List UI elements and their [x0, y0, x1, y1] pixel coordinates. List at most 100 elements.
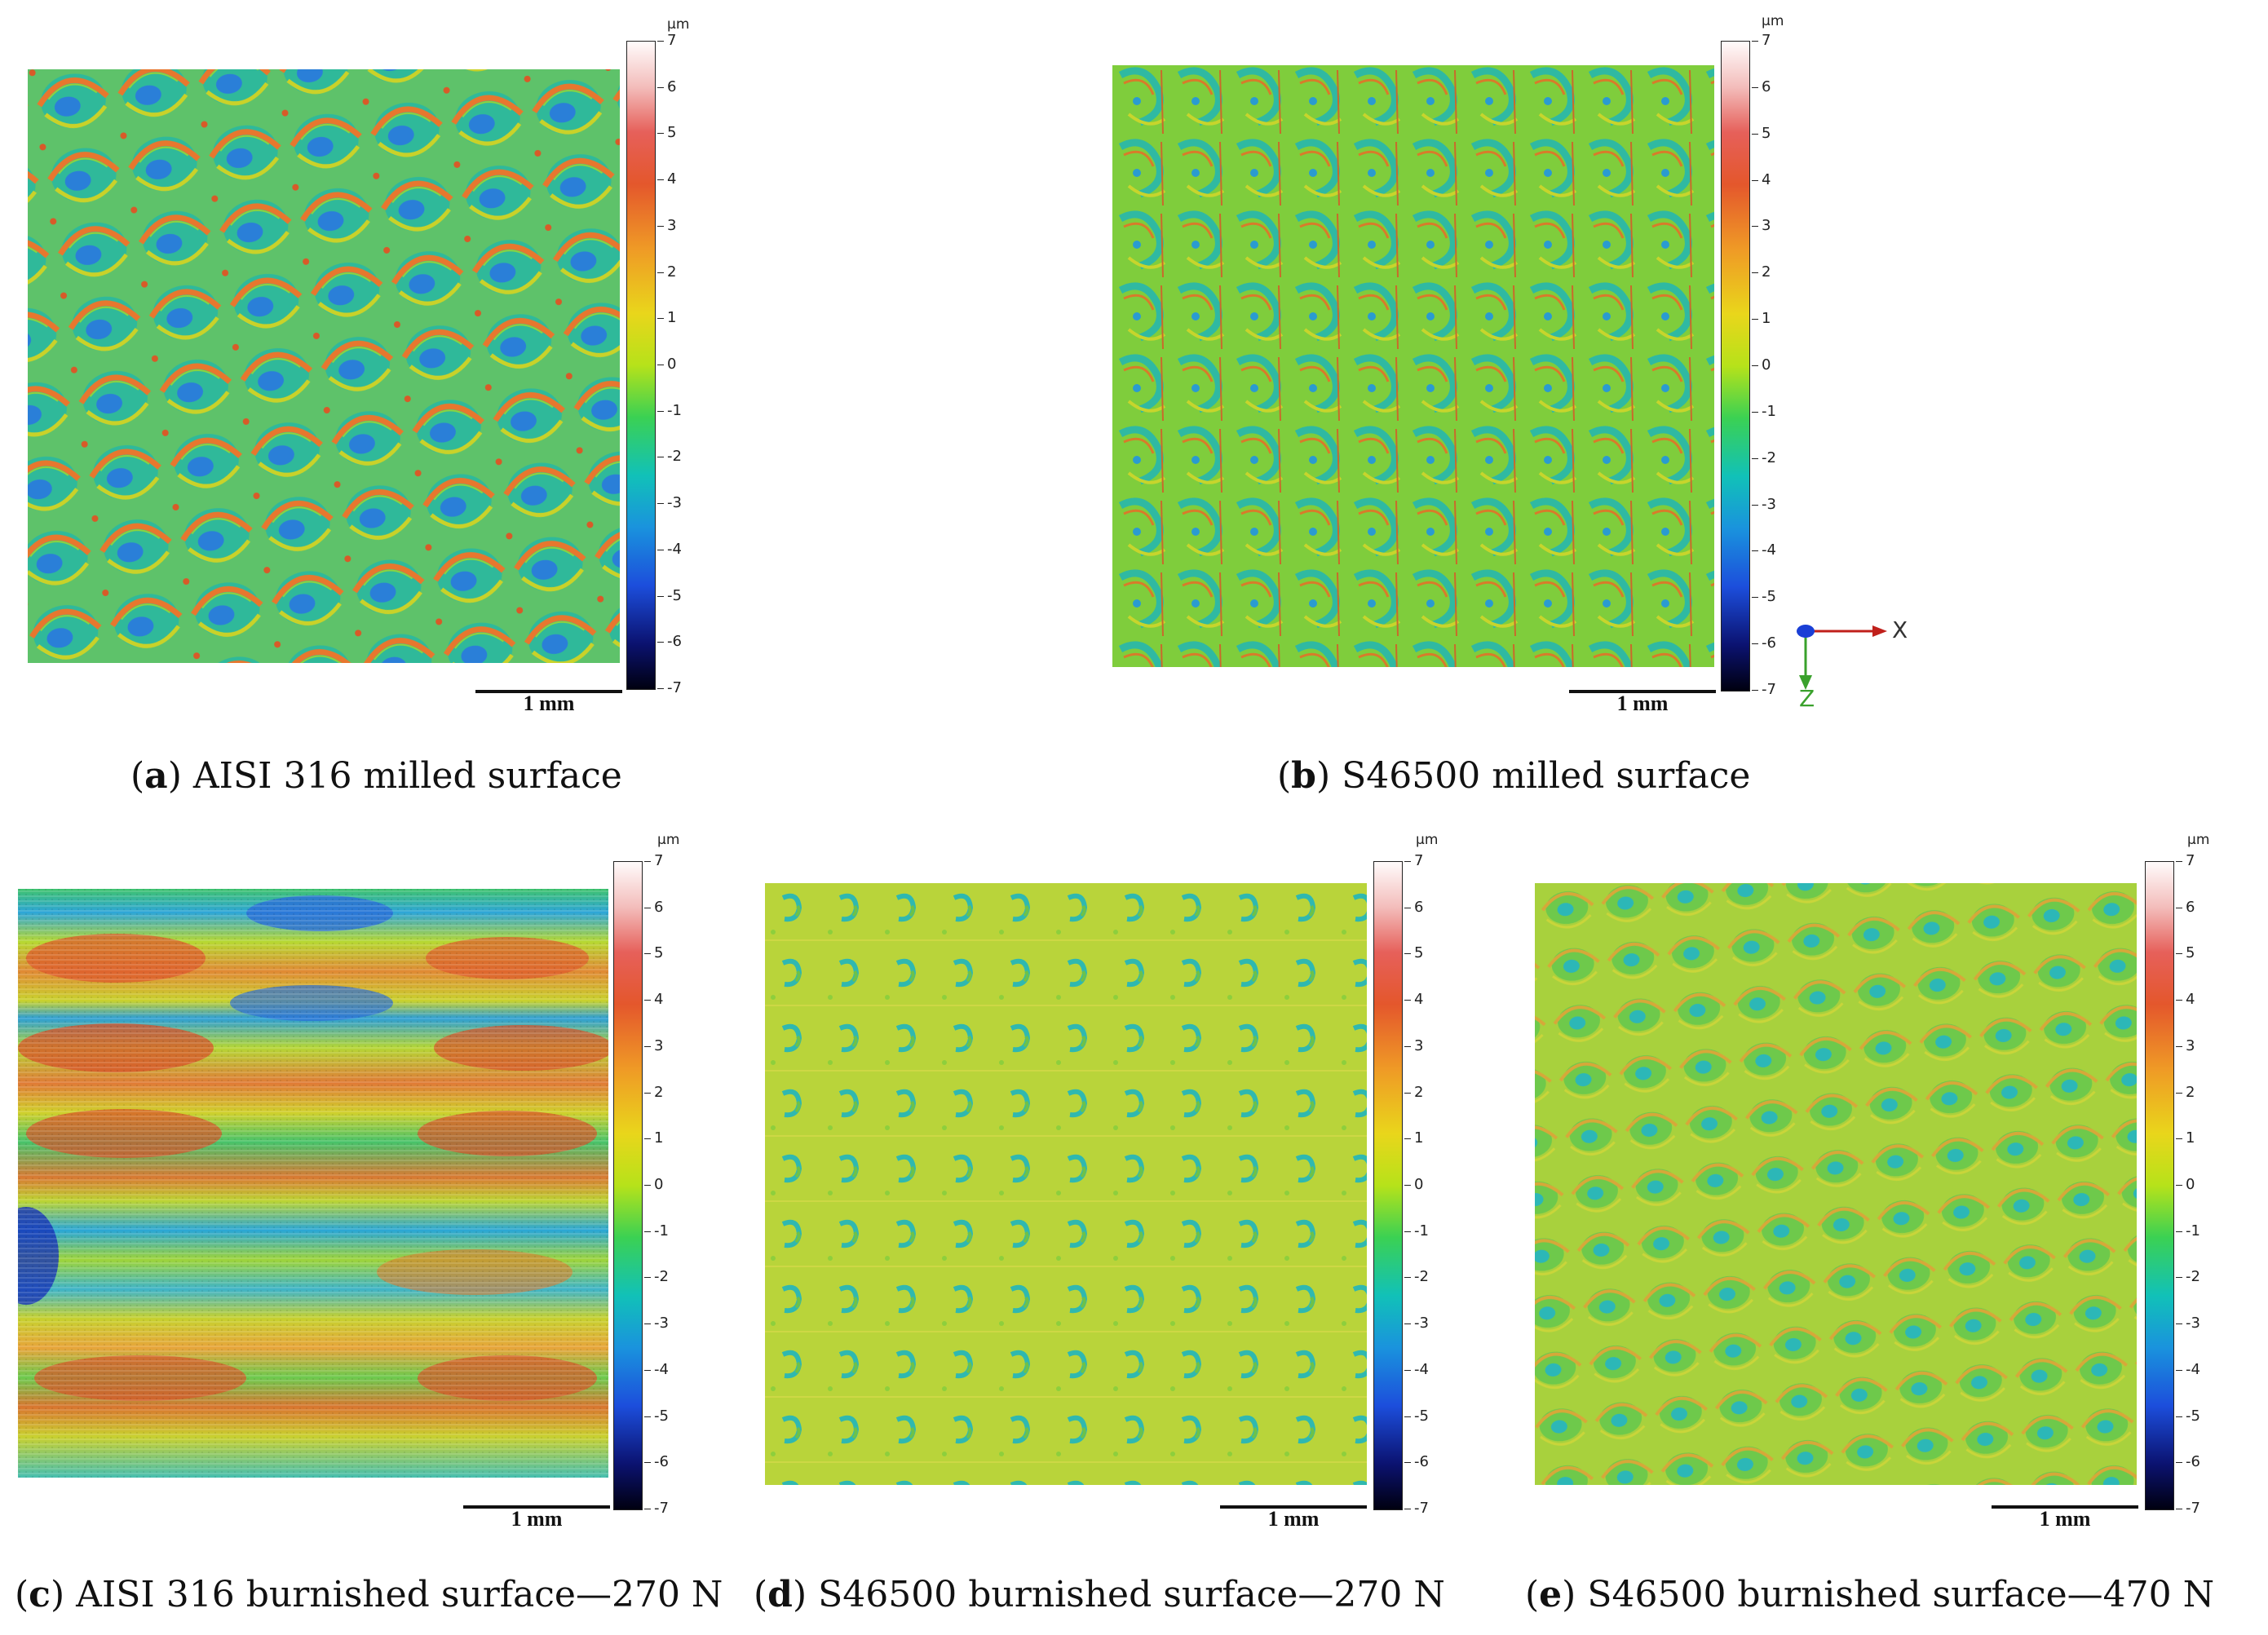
colorbar-tick-label: -5 — [667, 586, 682, 604]
colorbar-tick-mark — [2176, 1045, 2182, 1047]
colorbar-tick-label: 0 — [1414, 1176, 1424, 1193]
colorbar-tick-mark — [1404, 1092, 1411, 1094]
caption-letter: a — [144, 755, 168, 797]
colorbar-tick-mark — [644, 861, 651, 862]
colorbar-tick-label: 5 — [667, 124, 677, 142]
colorbar-tick-label: -4 — [2186, 1360, 2200, 1378]
colorbar-tick-label: 0 — [1762, 356, 1771, 373]
caption-title: AISI 316 milled surface — [192, 755, 622, 797]
colorbar-tick-label: 6 — [1762, 77, 1771, 95]
colorbar-tick-label: 7 — [667, 32, 677, 49]
colorbar-e — [2145, 861, 2174, 1510]
colorbar-tick-mark — [657, 318, 664, 320]
colorbar-tick-label: -3 — [654, 1315, 669, 1332]
colorbar-tick-mark — [2176, 1000, 2182, 1001]
colorbar-tick-mark — [2176, 953, 2182, 955]
scale-label-a: 1 mm — [523, 692, 575, 715]
colorbar-tick-label: 2 — [654, 1083, 664, 1101]
scale-bar-c — [463, 1505, 610, 1509]
caption-letter: c — [29, 1574, 51, 1615]
colorbar-tick-label: -5 — [2186, 1407, 2200, 1425]
colorbar-tick-mark — [1752, 690, 1758, 691]
colorbar-tick-mark — [1752, 550, 1758, 552]
colorbar-tick-mark — [657, 133, 664, 135]
colorbar-tick-mark — [657, 179, 664, 181]
scale-bar-d — [1220, 1505, 1367, 1509]
colorbar-tick-mark — [1752, 179, 1758, 181]
colorbar-tick-mark — [1404, 1231, 1411, 1232]
colorbar-tick-mark — [2176, 1092, 2182, 1094]
colorbar-tick-mark — [1404, 1462, 1411, 1464]
colorbar-tick-label: -3 — [667, 494, 682, 512]
colorbar-tick-label: -6 — [1414, 1453, 1429, 1471]
colorbar-tick-mark — [1752, 226, 1758, 228]
colorbar-tick-label: 1 — [2186, 1129, 2195, 1147]
caption-title: AISI 316 burnished surface—270 N — [76, 1574, 723, 1615]
colorbar-b — [1721, 41, 1750, 692]
colorbar-tick-mark — [657, 86, 664, 88]
colorbar-tick-label: 7 — [1762, 32, 1771, 49]
colorbar-tick-label: 0 — [667, 356, 677, 373]
colorbar-tick-label: 6 — [1414, 898, 1424, 916]
colorbar-tick-label: -1 — [654, 1222, 669, 1240]
height-map-a — [28, 69, 620, 663]
colorbar-tick-mark — [1404, 1045, 1411, 1047]
colorbar-tick-label: 6 — [654, 898, 664, 916]
scale-label-c: 1 mm — [511, 1507, 563, 1531]
scale-bar-b — [1569, 690, 1716, 693]
caption-letter: e — [1539, 1574, 1563, 1615]
caption-title: S46500 burnished surface—470 N — [1587, 1574, 2215, 1615]
colorbar-tick-label: 0 — [654, 1176, 664, 1193]
caption-title: S46500 burnished surface—270 N — [818, 1574, 1445, 1615]
colorbar-a — [626, 41, 656, 690]
colorbar-tick-label: 4 — [1414, 991, 1424, 1009]
colorbar-tick-label: 3 — [654, 1036, 664, 1054]
caption-e: (e) S46500 burnished surface—470 N — [1525, 1574, 2215, 1615]
colorbar-unit: µm — [1416, 832, 1439, 848]
colorbar-tick-label: 7 — [2186, 852, 2195, 869]
colorbar-tick-label: 2 — [1762, 263, 1771, 281]
colorbar-tick-mark — [657, 595, 664, 597]
colorbar-tick-mark — [1404, 1185, 1411, 1186]
colorbar-tick-mark — [644, 1277, 651, 1279]
colorbar-tick-mark — [657, 642, 664, 643]
colorbar-tick-label: 4 — [667, 170, 677, 188]
colorbar-tick-mark — [1404, 1277, 1411, 1279]
colorbar-tick-label: -6 — [654, 1453, 669, 1471]
colorbar-tick-label: 5 — [654, 944, 664, 962]
colorbar-tick-mark — [657, 272, 664, 273]
colorbar-tick-label: -3 — [2186, 1315, 2200, 1332]
caption-a: (a) AISI 316 milled surface — [130, 755, 622, 797]
colorbar-tick-mark — [657, 225, 664, 227]
colorbar-tick-label: 5 — [1762, 124, 1771, 142]
caption-b: (b) S46500 milled surface — [1277, 755, 1751, 797]
colorbar-tick-mark — [2176, 1323, 2182, 1325]
height-map-b — [1112, 65, 1714, 667]
colorbar-tick-mark — [644, 1138, 651, 1140]
colorbar-tick-mark — [657, 41, 664, 42]
colorbar-tick-label: -7 — [1414, 1500, 1429, 1517]
axes-indicator — [1791, 612, 1921, 718]
colorbar-tick-label: -6 — [667, 633, 682, 651]
colorbar-tick-label: 6 — [2186, 898, 2195, 916]
colorbar-tick-label: -5 — [654, 1407, 669, 1425]
colorbar-tick-label: 5 — [2186, 944, 2195, 962]
colorbar-tick-label: -4 — [654, 1360, 669, 1378]
colorbar-tick-label: 2 — [2186, 1083, 2195, 1101]
colorbar-tick-mark — [2176, 1185, 2182, 1186]
colorbar-unit: µm — [1762, 13, 1784, 29]
colorbar-tick-mark — [657, 503, 664, 505]
colorbar-tick-label: -1 — [1414, 1222, 1429, 1240]
colorbar-tick-label: 1 — [667, 309, 677, 327]
colorbar-tick-mark — [1752, 411, 1758, 413]
colorbar-tick-mark — [644, 1092, 651, 1094]
colorbar-tick-label: -2 — [654, 1268, 669, 1286]
colorbar-d — [1373, 861, 1403, 1510]
colorbar-tick-label: -6 — [1762, 634, 1776, 652]
colorbar-tick-label: 1 — [654, 1129, 664, 1147]
axis-x-label: X — [1892, 616, 1908, 643]
caption-d: (d) S46500 burnished surface—270 N — [754, 1574, 1445, 1615]
colorbar-c — [613, 861, 643, 1510]
colorbar-tick-mark — [1752, 365, 1758, 366]
colorbar-tick-label: 6 — [667, 77, 677, 95]
